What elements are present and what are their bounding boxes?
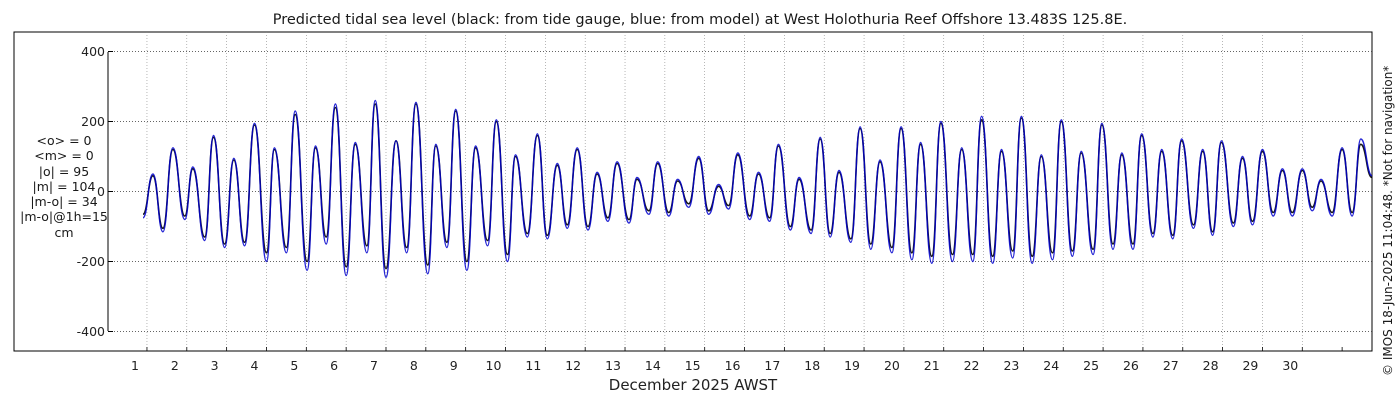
stat-unit: cm (54, 224, 74, 240)
x-tick-label: 14 (645, 358, 661, 373)
x-tick-label: 30 (1282, 358, 1298, 373)
x-tick-label: 20 (884, 358, 900, 373)
series-model-line (142, 99, 1373, 279)
chart-title: Predicted tidal sea level (black: from t… (273, 12, 1128, 28)
series-group (142, 99, 1373, 279)
x-tick-label: 23 (1003, 358, 1019, 373)
x-tick-label: 25 (1083, 358, 1099, 373)
x-tick-label: 10 (486, 358, 502, 373)
x-tick-label: 9 (450, 358, 458, 373)
x-tick-label: 4 (250, 358, 258, 373)
x-tick-label: 28 (1203, 358, 1219, 373)
x-tick-label: 6 (330, 358, 338, 373)
x-tick-label: 15 (685, 358, 701, 373)
x-tick-label: 1 (131, 358, 139, 373)
y-tick-label: 200 (81, 114, 105, 129)
x-tick-label: 21 (924, 358, 940, 373)
x-tick-label: 7 (370, 358, 378, 373)
x-tick-label: 22 (964, 358, 980, 373)
x-tick-label: 18 (804, 358, 820, 373)
y-ticks: -400 -200 0 200 400 (77, 44, 113, 339)
x-tick-label: 3 (211, 358, 219, 373)
stat-mean-obs: <o> = 0 (36, 133, 92, 148)
y-tick-label: 0 (97, 184, 105, 199)
x-tick-label: 5 (290, 358, 298, 373)
x-ticks: 1 2 3 4 5 6 7 8 9 10 11 12 13 14 15 16 17 18 19 20 21 22 23 24 2… (131, 347, 1343, 373)
x-tick-label: 12 (565, 358, 581, 373)
stats-box: <o> = 0 <m> = 0 |o| = 95 |m| = 104 |m-o|… (8, 133, 120, 240)
stat-mean-model: <m> = 0 (34, 148, 94, 164)
stat-abs-diff: |m-o| = 34 (30, 194, 98, 210)
y-tick-label: -400 (77, 324, 105, 339)
x-tick-label: 13 (605, 358, 621, 373)
x-axis-label: December 2025 AWST (609, 376, 778, 394)
y-tick-label: 400 (81, 44, 105, 59)
x-tick-label: 29 (1242, 358, 1258, 373)
x-tick-label: 17 (764, 358, 780, 373)
x-tick-label: 27 (1163, 358, 1179, 373)
stat-abs-model: |m| = 104 (32, 178, 96, 194)
stat-abs-obs: |o| = 95 (38, 163, 90, 179)
x-tick-label: 24 (1043, 358, 1059, 373)
x-tick-label: 2 (171, 358, 179, 373)
stat-abs-diff-1h: |m-o|@1h=15 (20, 209, 108, 225)
credit-text: © IMOS 18-Jun-2025 11:04:48. *Not for na… (1381, 66, 1395, 376)
x-tick-label: 8 (410, 358, 418, 373)
y-tick-label: -200 (77, 254, 105, 269)
x-tick-label: 16 (725, 358, 741, 373)
x-tick-label: 19 (844, 358, 860, 373)
x-tick-label: 11 (525, 358, 541, 373)
x-tick-label: 26 (1123, 358, 1139, 373)
